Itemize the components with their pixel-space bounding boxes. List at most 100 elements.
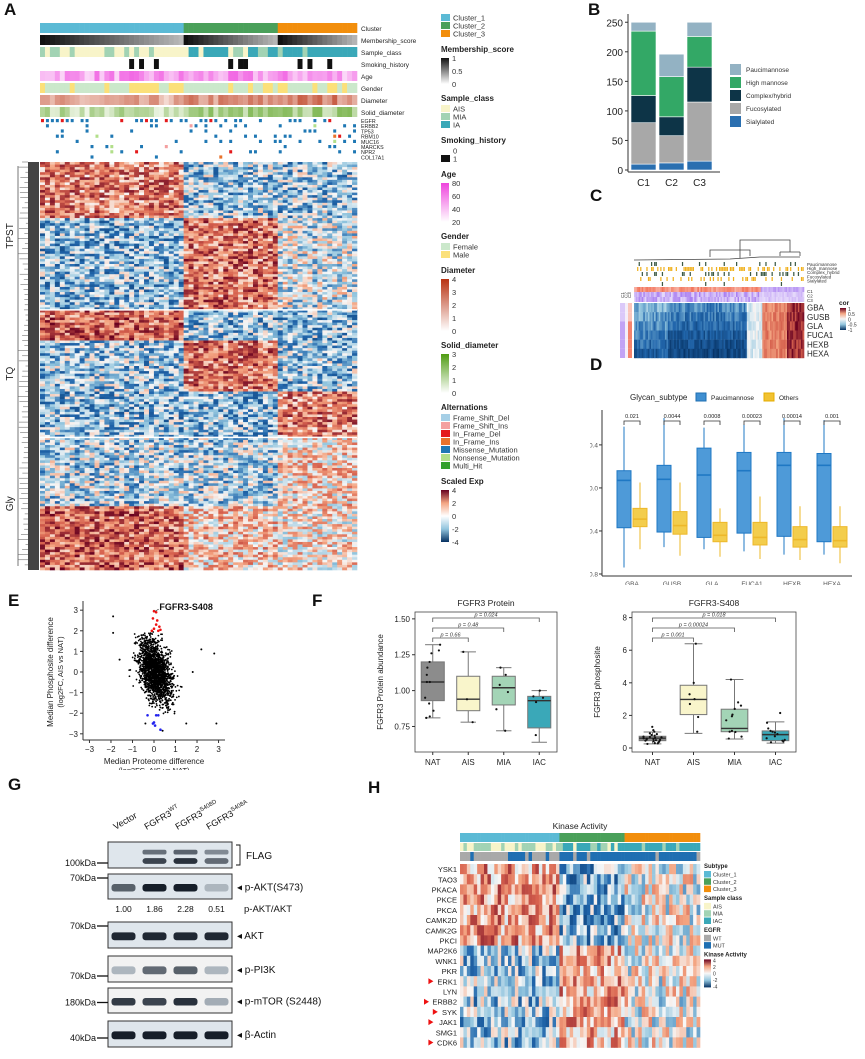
heatmap-cell (79, 197, 85, 201)
annotation-cell (94, 59, 100, 69)
annotation-cell (312, 95, 318, 105)
heatmap-cell (233, 225, 239, 229)
heatmap-cell (307, 261, 313, 265)
heatmap-cell (104, 182, 110, 186)
heatmap-cell (74, 205, 80, 209)
annotation-cell (148, 95, 155, 105)
heatmap-cell (347, 235, 353, 239)
heatmap-cell (262, 299, 269, 303)
heatmap-cell (40, 330, 46, 334)
heatmap-cell (188, 213, 194, 216)
annotation-cell (277, 95, 284, 105)
annotation-cell (342, 95, 348, 105)
heatmap-cell (223, 205, 229, 209)
mutation-mark (41, 119, 44, 123)
heatmap-cell (243, 192, 249, 196)
heatmap-cell (203, 302, 209, 306)
heatmap-cell (238, 215, 244, 219)
heatmap-cell (69, 289, 75, 293)
heatmap-cell (262, 174, 269, 178)
heatmap-cell (54, 195, 61, 198)
heatmap-cell (84, 169, 90, 173)
heatmap-cell (287, 322, 293, 326)
heatmap-cell (208, 269, 214, 272)
heatmap-cell (84, 207, 90, 211)
heatmap-cell (267, 169, 274, 173)
heatmap-cell (163, 289, 170, 293)
heatmap-cell (277, 162, 284, 165)
annotation-cell (277, 107, 284, 117)
heatmap-cell (124, 286, 130, 290)
annotation-cell (238, 83, 244, 93)
heatmap-cell (49, 235, 56, 239)
heatmap-cell (272, 172, 279, 176)
heatmap-cell (203, 253, 209, 257)
heatmap-cell (233, 248, 239, 252)
heatmap-cell (257, 248, 264, 252)
annotation-cell (327, 47, 333, 57)
mutation-mark (353, 129, 356, 133)
heatmap-cell (114, 294, 120, 298)
heatmap-cell (282, 330, 288, 334)
heatmap-cell (277, 327, 284, 331)
heatmap-cell (223, 172, 229, 176)
heatmap-cell (89, 184, 95, 188)
heatmap-cell (79, 294, 85, 298)
heatmap-cell (148, 192, 155, 196)
heatmap-cell (272, 309, 279, 313)
heatmap-cell (223, 325, 229, 329)
heatmap-cell (134, 320, 140, 323)
heatmap-cell (332, 261, 338, 265)
heatmap-cell (233, 177, 239, 181)
heatmap-cell (163, 167, 170, 170)
heatmap-cell (193, 174, 199, 178)
heatmap-cell (223, 309, 229, 313)
heatmap-cell (208, 238, 214, 242)
heatmap-cell (109, 274, 115, 278)
annotation-cell (287, 83, 293, 93)
heatmap-cell (347, 309, 353, 313)
heatmap-cell (317, 322, 323, 326)
heatmap-cell (267, 167, 274, 170)
heatmap-cell (94, 207, 100, 211)
heatmap-cell (332, 246, 338, 249)
heatmap-cell (144, 228, 150, 232)
heatmap-cell (54, 307, 61, 311)
heatmap-cell (208, 210, 214, 214)
heatmap-cell (99, 279, 105, 283)
heatmap-cell (153, 258, 160, 262)
heatmap-cell (262, 248, 269, 252)
annotation-cell (40, 23, 46, 33)
heatmap-cell (59, 241, 66, 244)
mutation-mark (199, 119, 203, 123)
heatmap-cell (208, 179, 214, 183)
heatmap-cell (282, 327, 288, 331)
heatmap-cell (228, 190, 234, 193)
heatmap-cell (74, 228, 80, 232)
annotation-cell (228, 71, 234, 81)
heatmap-cell (188, 292, 194, 295)
heatmap-cell (327, 207, 333, 211)
heatmap-cell (223, 238, 229, 242)
heatmap-cell (104, 190, 110, 193)
annotation-cell (282, 95, 288, 105)
heatmap-cell (193, 167, 199, 170)
heatmap-cell (109, 309, 115, 313)
annotation-cell (99, 35, 105, 45)
heatmap-cell (198, 162, 204, 165)
mutation-mark (169, 119, 173, 123)
annotation-cell (252, 83, 259, 93)
heatmap-cell (109, 315, 115, 318)
heatmap-cell (297, 332, 303, 336)
heatmap-cell (139, 190, 145, 193)
annotation-cell (307, 23, 313, 33)
heatmap-cell (198, 172, 204, 176)
heatmap-cell (302, 233, 308, 237)
heatmap-cell (297, 205, 303, 209)
heatmap-cell (69, 177, 75, 181)
heatmap-cell (124, 289, 130, 293)
mutation-mark (219, 124, 223, 128)
annotation-cell (317, 95, 323, 105)
heatmap-cell (40, 220, 46, 224)
annotation-cell (342, 107, 348, 117)
